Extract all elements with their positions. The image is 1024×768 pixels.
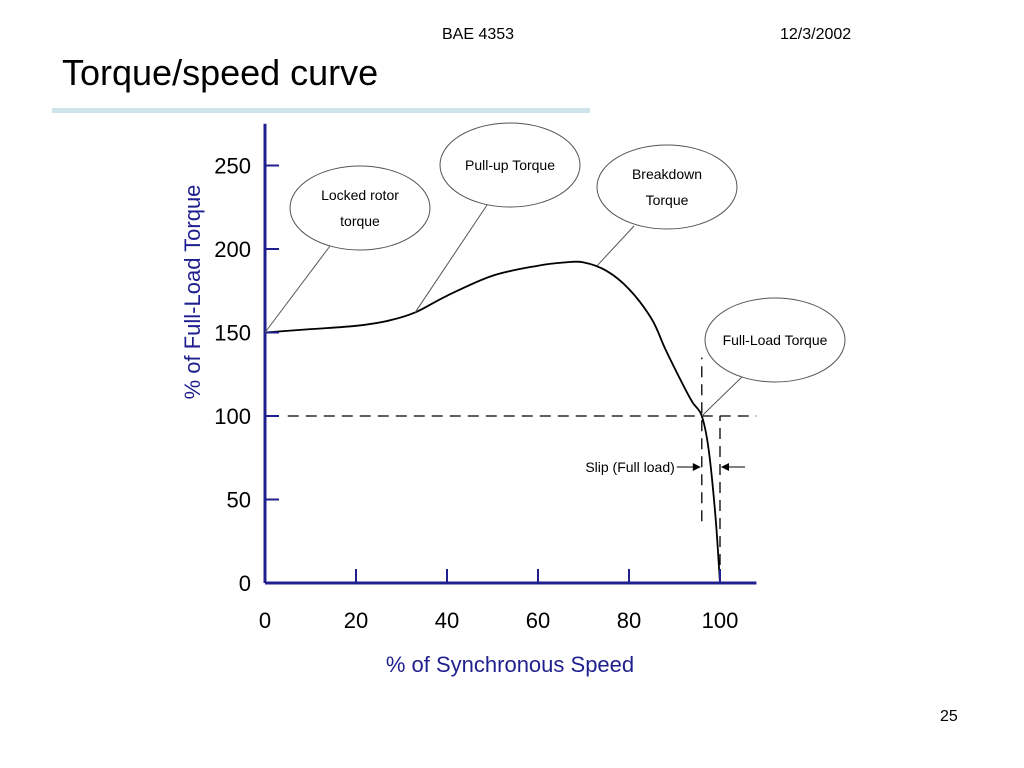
x-tick-label: 100: [702, 608, 739, 633]
callout-pointer: [414, 204, 488, 313]
course-code: BAE 4353: [442, 26, 515, 43]
callout-text: Torque: [646, 192, 689, 208]
y-axis-label: % of Full-Load Torque: [180, 185, 205, 400]
page-number: 25: [940, 708, 958, 725]
slip-label: Slip (Full load): [585, 459, 674, 475]
y-tick-label: 250: [214, 154, 251, 179]
callout-text: Full-Load Torque: [723, 332, 828, 348]
reference-lines: [287, 357, 757, 583]
x-tick-label: 60: [526, 608, 550, 633]
x-axis-label: % of Synchronous Speed: [386, 652, 634, 677]
y-tick-label: 150: [214, 321, 251, 346]
slide-date: 12/3/2002: [780, 26, 852, 43]
callout-bubble: [704, 297, 846, 383]
callout-pullup: Pull-up Torque: [414, 122, 581, 313]
callout-bubble: [289, 165, 431, 251]
callout-text: Locked rotor: [321, 187, 399, 203]
title-underline: [52, 108, 590, 113]
callout-locked: Locked rotor torque: [264, 165, 431, 333]
slip-arrowhead-right: [721, 463, 729, 471]
annotations: Locked rotor torque Pull-up Torque Breakdow…: [264, 122, 846, 475]
callout-pointer: [701, 373, 746, 417]
callout-breakdown: Breakdown Torque: [596, 144, 738, 267]
y-tick-label: 100: [214, 404, 251, 429]
ticks: 0 50 100 150 200 250 0 20 40 60 80 100: [214, 154, 738, 634]
x-tick-label: 80: [617, 608, 641, 633]
callout-bubble: [596, 144, 738, 230]
callout-text: Breakdown: [632, 166, 702, 182]
axes: [263, 123, 757, 585]
callout-fullload: Full-Load Torque: [701, 297, 846, 417]
callout-text: Pull-up Torque: [465, 157, 555, 173]
callout-text: torque: [340, 213, 380, 229]
callout-pointer: [264, 245, 331, 333]
torque-speed-curve: [264, 260, 721, 584]
y-tick-label: 50: [227, 488, 251, 513]
callout-slip: Slip (Full load): [585, 459, 745, 475]
slip-arrowhead-left: [692, 463, 701, 471]
y-tick-label: 200: [214, 237, 251, 262]
callout-pointer: [596, 225, 635, 267]
x-tick-label: 40: [435, 608, 459, 633]
curve-group: [264, 260, 721, 584]
x-tick-label: 20: [344, 608, 368, 633]
y-tick-label: 0: [239, 571, 251, 596]
x-tick-label: 0: [259, 608, 271, 633]
callout-bubble: [439, 122, 581, 208]
slide-title: Torque/speed curve: [62, 52, 379, 93]
